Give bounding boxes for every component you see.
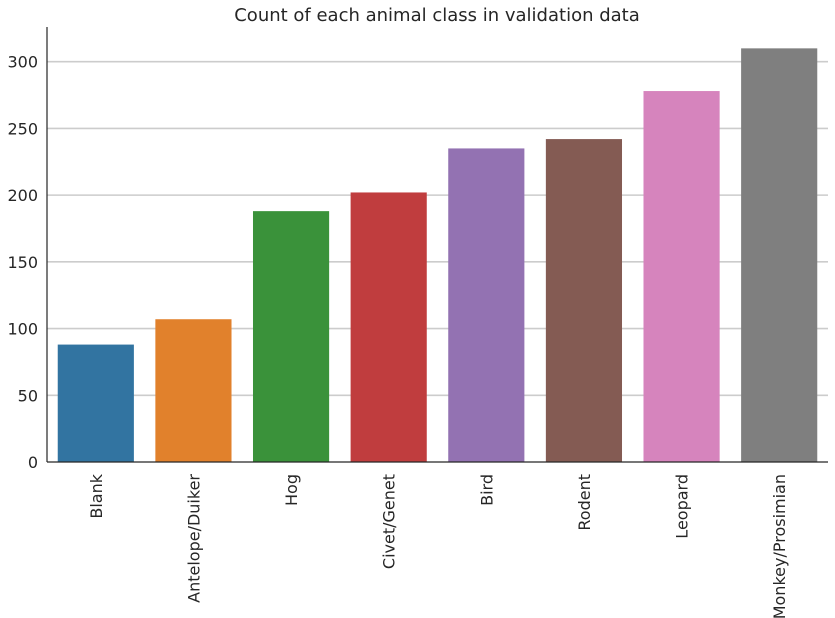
x-tick-label: Antelope/Duiker [184,474,203,603]
y-tick-label: 50 [18,386,38,405]
y-tick-label: 200 [7,186,38,205]
bar-monkey-prosimian [741,48,818,462]
bar-bird [448,148,525,462]
x-tick-label: Monkey/Prosimian [770,474,789,618]
bar-civet-genet [350,192,427,462]
x-tick-label: Rodent [575,474,594,531]
x-tick-label: Blank [87,473,106,518]
y-tick-label: 150 [7,253,38,272]
chart-title: Count of each animal class in validation… [234,5,640,26]
bar-leopard [643,91,720,463]
x-tick-label: Leopard [673,474,692,539]
x-tick-label: Bird [477,474,496,506]
x-tick-label: Civet/Genet [380,474,399,569]
bar-hog [252,211,330,462]
y-tick-label: 300 [7,53,38,72]
bar-antelope-duiker [155,319,232,462]
x-tick-label: Hog [282,474,301,506]
y-tick-label: 100 [7,320,38,339]
y-tick-label: 0 [28,453,38,472]
bars [57,48,818,463]
y-axis-ticks: 0 50 100 150 200 250 300 [7,53,38,472]
bar-rodent [545,139,623,463]
y-tick-label: 250 [7,119,38,138]
bar-blank [57,344,134,462]
x-axis-ticks: Blank Antelope/Duiker Hog Civet/Genet Bird Ro… [87,473,789,618]
